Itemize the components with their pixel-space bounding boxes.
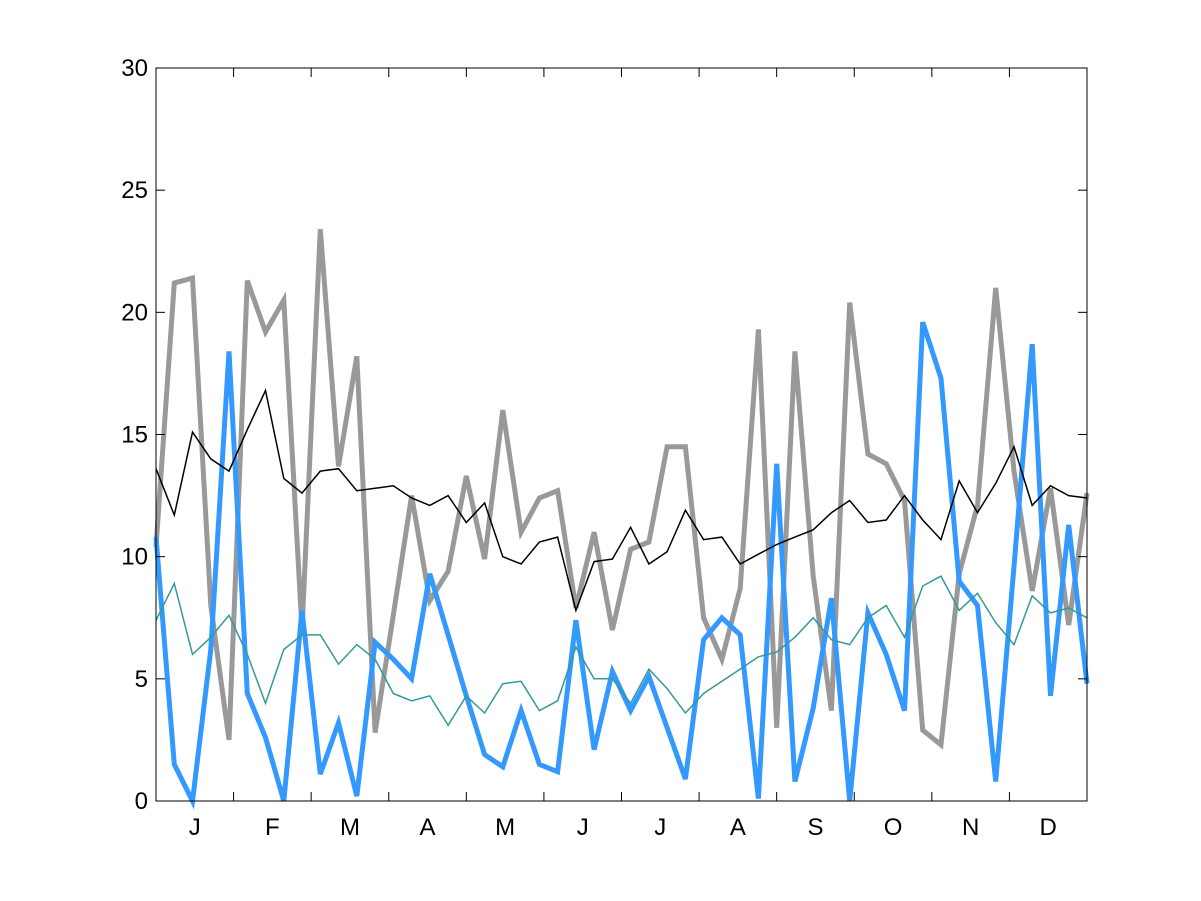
x-tick-label: O	[884, 814, 903, 841]
y-tick-label: 15	[121, 422, 148, 449]
y-tick-label: 30	[121, 55, 148, 82]
x-tick-label: D	[1040, 814, 1057, 841]
x-tick-label: J	[189, 814, 201, 841]
y-tick-label: 20	[121, 299, 148, 326]
series-line-2	[153, 321, 1090, 810]
axis-tick-labels: 0 5 10 15 20 25 30 J F M A M J J A S O N D	[121, 55, 1057, 841]
y-tick-label: 10	[121, 544, 148, 571]
x-tick-label: F	[265, 814, 280, 841]
series-line-3	[155, 388, 1088, 613]
x-tick-label: N	[962, 814, 979, 841]
y-tick-label: 5	[135, 666, 148, 693]
x-tick-label: S	[807, 814, 823, 841]
x-tick-label: M	[495, 814, 515, 841]
x-tick-label: J	[654, 814, 666, 841]
x-tick-label: J	[577, 814, 589, 841]
x-tick-label: A	[420, 814, 436, 841]
x-tick-label: A	[730, 814, 746, 841]
y-tick-label: 25	[121, 177, 148, 204]
series-lines	[153, 229, 1090, 810]
axis-ticks	[156, 67, 1087, 802]
series-line-4	[155, 575, 1088, 727]
y-tick-label: 0	[135, 788, 148, 815]
x-tick-label: M	[340, 814, 360, 841]
series-line-1	[153, 229, 1090, 750]
